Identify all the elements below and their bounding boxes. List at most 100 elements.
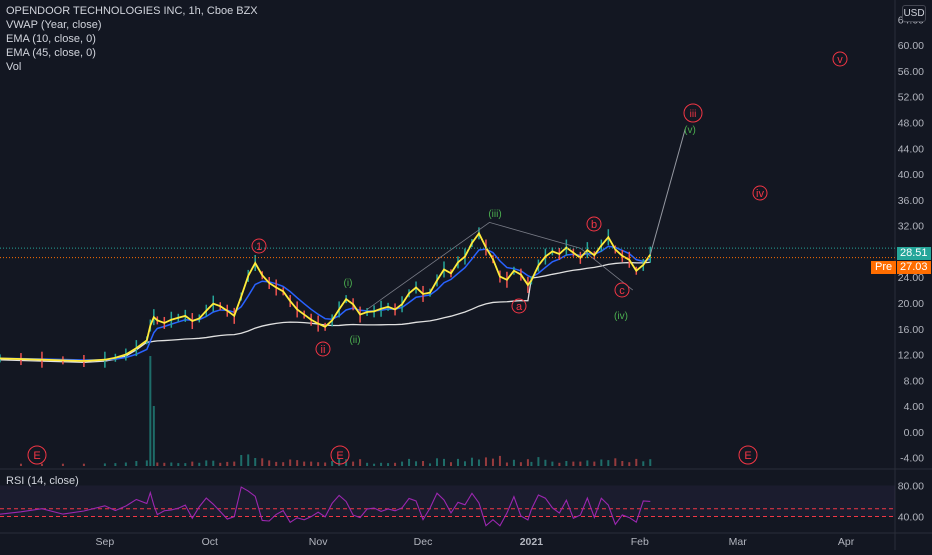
- volume-bar: [268, 460, 271, 466]
- currency-button[interactable]: USD: [902, 5, 926, 22]
- rsi-line: [0, 486, 651, 527]
- volume-bar: [352, 461, 355, 466]
- volume-bar: [198, 462, 201, 466]
- volume-bar: [254, 458, 257, 466]
- y-tick-label: 4.00: [904, 401, 925, 413]
- volume-bar: [331, 461, 334, 466]
- volume-bar: [463, 461, 466, 466]
- volume-bar: [498, 455, 501, 466]
- volume-bar: [607, 460, 610, 466]
- wave-label: 1: [256, 241, 262, 253]
- wave-label-circle: [752, 185, 768, 201]
- y-tick-label: 0.00: [904, 427, 925, 439]
- volume-bar: [649, 459, 652, 466]
- pre-price-tag: 27.03: [897, 261, 931, 274]
- wave-label-circle: [330, 445, 350, 465]
- volume-bar: [156, 462, 159, 466]
- volume-bar: [135, 461, 138, 466]
- volume-bar: [551, 461, 554, 466]
- volume-bar: [345, 459, 348, 466]
- wave-label: iv: [756, 188, 764, 200]
- volume-bar: [394, 462, 397, 466]
- y-tick-label: 20.00: [898, 298, 924, 310]
- volume-bar: [635, 458, 638, 466]
- wave-label: iii: [690, 109, 697, 120]
- wave-label: b: [591, 219, 597, 231]
- y-tick-label: 8.00: [904, 375, 925, 387]
- wave-channel-line: [366, 221, 634, 310]
- volume-bar: [82, 463, 85, 466]
- x-tick-label: Nov: [309, 536, 328, 548]
- volume-bar: [289, 459, 292, 466]
- ema-line: [0, 245, 651, 361]
- volume-bar: [226, 461, 229, 466]
- volume-bar: [359, 459, 362, 466]
- volume-bar: [40, 463, 43, 466]
- volume-bar: [152, 406, 155, 466]
- volume-bar: [380, 462, 383, 466]
- rsi-tick-label: 40.00: [898, 512, 924, 524]
- chart-title: OPENDOOR TECHNOLOGIES INC, 1h, Cboe BZX: [6, 5, 258, 17]
- wave-label-circle: [614, 282, 630, 298]
- projection-line: [649, 128, 686, 255]
- volume-bar: [628, 462, 631, 466]
- volume-bar: [163, 462, 166, 466]
- volume-bar: [586, 460, 589, 466]
- wave-label: (v): [684, 125, 696, 136]
- wave-label-circle: [586, 216, 602, 232]
- volume-bar: [282, 462, 285, 466]
- volume-bar: [593, 461, 596, 466]
- volume-bar: [310, 461, 313, 466]
- rsi-band: [0, 485, 895, 517]
- wave-label: c: [619, 285, 625, 297]
- legend-indicator-ema10[interactable]: EMA (10, close, 0): [6, 33, 96, 45]
- volume-bar: [449, 462, 452, 466]
- wave-label: (iii): [488, 209, 501, 220]
- volume-bar: [19, 463, 22, 466]
- volume-bar: [191, 461, 194, 466]
- volume-bar: [275, 461, 278, 466]
- y-tick-label: -4.00: [900, 453, 924, 465]
- y-tick-label: 16.00: [898, 324, 924, 336]
- volume-bar: [212, 460, 215, 466]
- legend-indicator-vol[interactable]: Vol: [6, 61, 22, 73]
- y-tick-label: 48.00: [898, 117, 924, 129]
- wave-label: (i): [344, 278, 353, 289]
- volume-bar: [491, 458, 494, 466]
- wave-label: E: [33, 450, 40, 462]
- x-tick-label: Dec: [414, 536, 433, 548]
- x-tick-label: Oct: [202, 536, 218, 548]
- price-line: [0, 231, 652, 362]
- volume-bar: [530, 461, 533, 466]
- volume-bar: [544, 459, 547, 466]
- rsi-legend: RSI (14, close): [6, 475, 79, 487]
- volume-bar: [642, 461, 645, 466]
- wave-label: E: [336, 450, 343, 462]
- volume-bar: [145, 460, 148, 466]
- volume-bar: [621, 461, 624, 466]
- wave-label: E: [744, 450, 751, 462]
- x-tick-label: Apr: [838, 536, 855, 548]
- wave-label-circle: [251, 238, 267, 254]
- volume-bar: [170, 462, 173, 466]
- wave-label-circle: [683, 103, 703, 123]
- volume-bar: [233, 461, 236, 466]
- wave-label-circle: [511, 298, 527, 314]
- x-tick-label: Sep: [96, 536, 115, 548]
- wave-label-circle: [27, 445, 47, 465]
- wave-label: ii: [321, 344, 326, 356]
- volume-bar: [373, 463, 376, 466]
- volume-bar: [600, 459, 603, 466]
- wave-label-circle: [738, 445, 758, 465]
- volume-bar: [240, 455, 243, 466]
- x-tick-label: Feb: [631, 536, 649, 548]
- volume-bar: [422, 461, 425, 466]
- volume-bar: [537, 457, 540, 466]
- legend-indicator-vwap[interactable]: VWAP (Year, close): [6, 19, 102, 31]
- legend-indicator-ema45[interactable]: EMA (45, close, 0): [6, 47, 96, 59]
- volume-bar: [247, 454, 250, 466]
- volume-bar: [219, 462, 222, 466]
- x-tick-label: Mar: [729, 536, 748, 548]
